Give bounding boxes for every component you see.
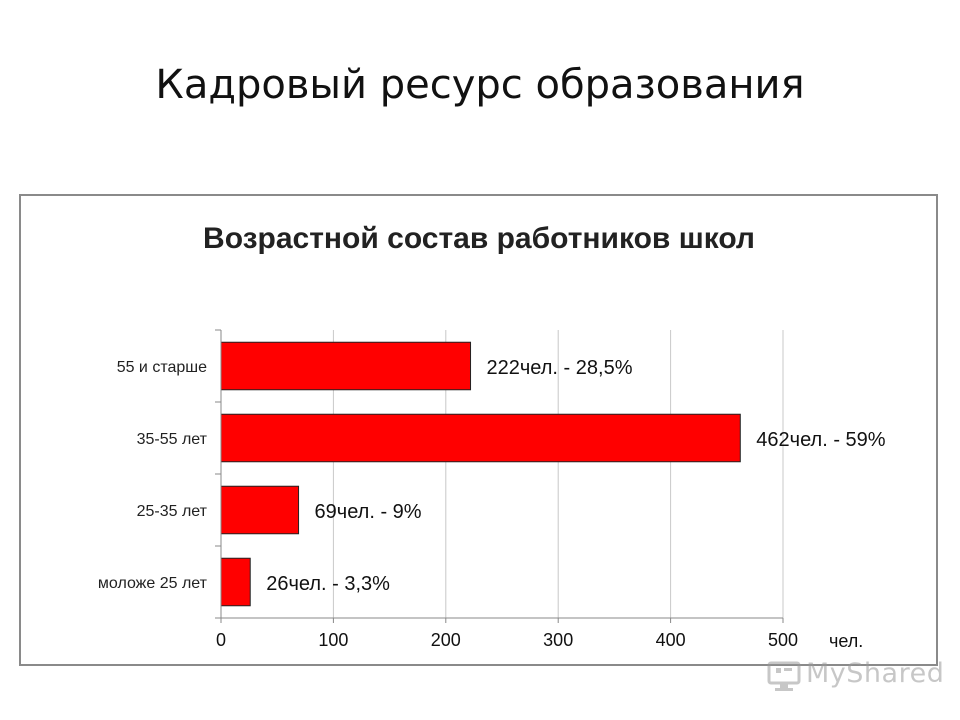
labels: 0 100 200 300 400 500 55 и старше 222чел. - 28,… <box>98 357 886 650</box>
bar <box>220 413 741 463</box>
chart-frame: Возрастной состав работников школ 0 100 20… <box>19 194 938 666</box>
data-label: 462чел. - 59% <box>756 429 885 451</box>
bars <box>220 341 741 607</box>
bar <box>220 557 251 607</box>
x-tick-label: 0 <box>216 630 226 650</box>
x-tick-label: 100 <box>318 630 348 650</box>
x-tick-label: 200 <box>431 630 461 650</box>
category-label: 55 и старше <box>117 359 207 376</box>
watermark-logo: MyShared <box>766 656 944 696</box>
axes <box>215 329 784 623</box>
slide-title: Кадровый ресурс образования <box>155 62 805 108</box>
bar-chart: Возрастной состав работников школ 0 100 20… <box>98 222 886 651</box>
data-label: 222чел. - 28,5% <box>487 357 633 379</box>
data-label: 69чел. - 9% <box>315 501 422 523</box>
category-label: моложе 25 лет <box>98 575 208 592</box>
category-label: 35-55 лет <box>137 431 208 448</box>
watermark-text: MyShared <box>806 658 945 689</box>
x-tick-label: 300 <box>543 630 573 650</box>
bar <box>220 485 300 535</box>
bar <box>220 341 472 391</box>
chart-title: Возрастной состав работников школ <box>203 222 755 255</box>
category-label: 25-35 лет <box>137 503 208 520</box>
x-tick-label: 500 <box>768 630 798 650</box>
x-tick-label: 400 <box>656 630 686 650</box>
monitor-icon <box>767 661 801 691</box>
x-axis-unit-label: чел. <box>829 631 863 651</box>
data-label: 26чел. - 3,3% <box>266 573 390 595</box>
